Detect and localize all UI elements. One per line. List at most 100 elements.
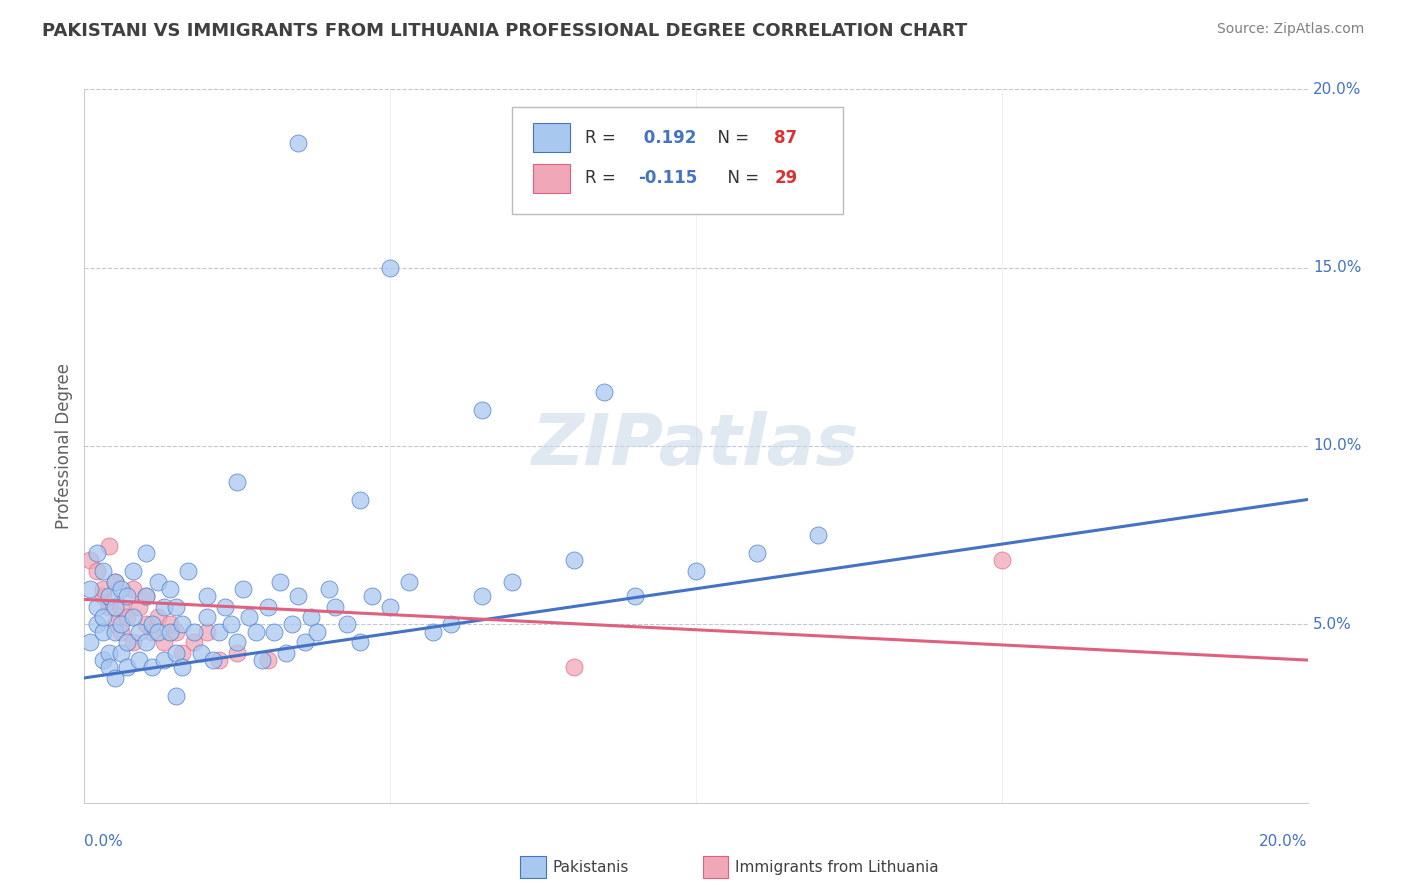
- Point: [226, 635, 249, 649]
- Point: [214, 599, 236, 614]
- Text: 87: 87: [775, 128, 797, 146]
- Point: [398, 574, 420, 589]
- Point: [226, 475, 249, 489]
- Point: [195, 589, 218, 603]
- Point: [257, 599, 280, 614]
- Point: [115, 660, 138, 674]
- Point: [110, 599, 132, 614]
- Point: [471, 403, 494, 417]
- Point: [97, 599, 120, 614]
- Point: [141, 617, 163, 632]
- Point: [97, 539, 120, 553]
- Point: [685, 564, 707, 578]
- Point: [422, 624, 444, 639]
- Point: [360, 589, 382, 603]
- Point: [287, 589, 309, 603]
- Point: [440, 617, 463, 632]
- Point: [250, 653, 273, 667]
- Point: [336, 617, 359, 632]
- Point: [97, 646, 120, 660]
- Point: [195, 610, 218, 624]
- Text: 5.0%: 5.0%: [1313, 617, 1353, 632]
- Point: [624, 589, 647, 603]
- Point: [208, 653, 231, 667]
- Point: [172, 646, 194, 660]
- Point: [226, 646, 249, 660]
- Point: [318, 582, 340, 596]
- Point: [79, 553, 101, 567]
- Point: [146, 624, 169, 639]
- Point: [165, 646, 187, 660]
- Point: [172, 617, 194, 632]
- Point: [135, 589, 157, 603]
- Point: [747, 546, 769, 560]
- Text: Pakistanis: Pakistanis: [553, 860, 628, 874]
- Point: [122, 582, 145, 596]
- Point: [183, 624, 205, 639]
- Text: R =: R =: [585, 128, 620, 146]
- FancyBboxPatch shape: [533, 123, 569, 152]
- Text: N =: N =: [707, 128, 755, 146]
- Text: Immigrants from Lithuania: Immigrants from Lithuania: [735, 860, 939, 874]
- Point: [104, 599, 127, 614]
- Point: [128, 653, 150, 667]
- Point: [86, 564, 108, 578]
- Point: [91, 582, 114, 596]
- Text: 20.0%: 20.0%: [1260, 834, 1308, 849]
- Point: [135, 546, 157, 560]
- Text: 10.0%: 10.0%: [1313, 439, 1361, 453]
- Point: [86, 546, 108, 560]
- Point: [115, 635, 138, 649]
- Point: [276, 646, 298, 660]
- Point: [91, 610, 114, 624]
- Text: PAKISTANI VS IMMIGRANTS FROM LITHUANIA PROFESSIONAL DEGREE CORRELATION CHART: PAKISTANI VS IMMIGRANTS FROM LITHUANIA P…: [42, 22, 967, 40]
- Point: [219, 617, 242, 632]
- Point: [165, 689, 187, 703]
- Point: [593, 385, 616, 400]
- Point: [104, 574, 127, 589]
- Point: [91, 589, 114, 603]
- Text: Source: ZipAtlas.com: Source: ZipAtlas.com: [1216, 22, 1364, 37]
- Point: [86, 599, 108, 614]
- Point: [349, 635, 371, 649]
- Point: [177, 564, 200, 578]
- Point: [245, 624, 267, 639]
- Point: [104, 624, 127, 639]
- Point: [110, 646, 132, 660]
- Point: [128, 624, 150, 639]
- Point: [323, 599, 346, 614]
- Point: [104, 574, 127, 589]
- Point: [165, 599, 187, 614]
- Point: [305, 624, 328, 639]
- Point: [238, 610, 260, 624]
- Text: 0.0%: 0.0%: [84, 834, 124, 849]
- Point: [146, 574, 169, 589]
- Point: [159, 624, 181, 639]
- Point: [115, 610, 138, 624]
- Text: 15.0%: 15.0%: [1313, 260, 1361, 275]
- Point: [79, 582, 101, 596]
- Point: [281, 617, 304, 632]
- Point: [471, 589, 494, 603]
- Point: [257, 653, 280, 667]
- Point: [299, 610, 322, 624]
- Text: N =: N =: [717, 169, 763, 187]
- Point: [502, 574, 524, 589]
- Point: [562, 660, 585, 674]
- Point: [232, 582, 254, 596]
- Point: [122, 564, 145, 578]
- Text: 29: 29: [775, 169, 797, 187]
- Point: [91, 564, 114, 578]
- Point: [153, 653, 176, 667]
- Text: -0.115: -0.115: [638, 169, 697, 187]
- Point: [208, 624, 231, 639]
- Point: [135, 635, 157, 649]
- Text: ZIPatlas: ZIPatlas: [533, 411, 859, 481]
- Point: [349, 492, 371, 507]
- Point: [104, 671, 127, 685]
- Text: 20.0%: 20.0%: [1313, 82, 1361, 96]
- Point: [135, 589, 157, 603]
- Point: [122, 610, 145, 624]
- Point: [195, 624, 218, 639]
- Point: [269, 574, 291, 589]
